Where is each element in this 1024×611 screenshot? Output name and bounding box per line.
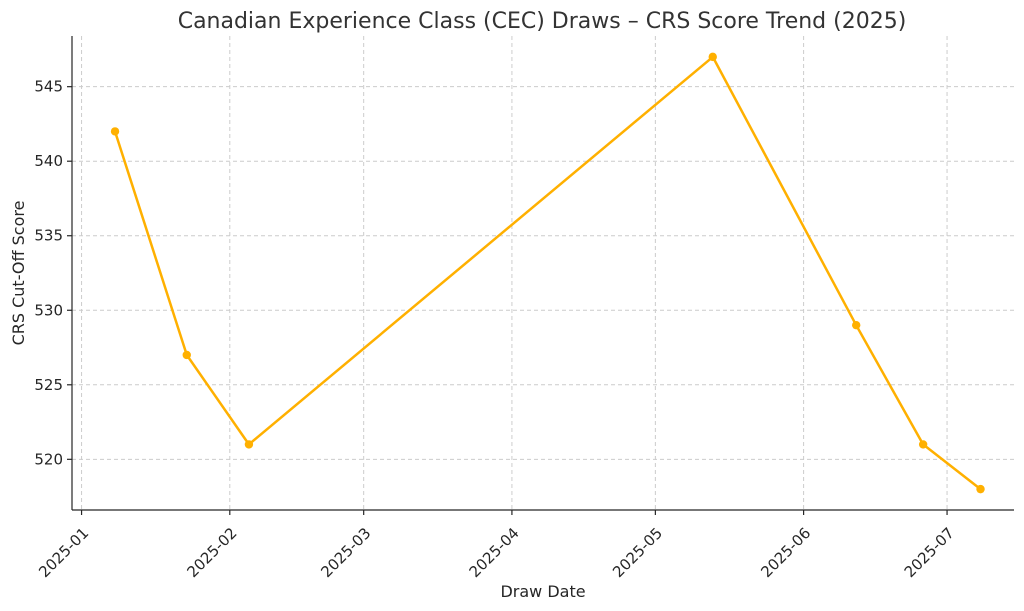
y-tick-label: 540 [34, 152, 63, 170]
x-tick-label: 2025-01 [35, 524, 92, 581]
data-point [708, 52, 717, 62]
data-point [182, 350, 191, 360]
x-tick-label: 2025-05 [609, 524, 666, 581]
axes [71, 36, 1014, 511]
x-tick-group: 2025-01 2025-02 2025-03 2025-04 2025-05 2025-… [35, 510, 958, 581]
x-tick-label: 2025-07 [901, 524, 958, 581]
x-tick-label: 2025-03 [317, 524, 374, 581]
x-tick-label: 2025-04 [466, 524, 523, 581]
grid [72, 36, 1014, 510]
x-axis-label: Draw Date [500, 582, 585, 601]
chart-title: Canadian Experience Class (CEC) Draws – … [178, 9, 907, 34]
data-point [110, 127, 120, 136]
x-tick-label: 2025-06 [757, 524, 814, 581]
y-tick-label: 530 [34, 301, 63, 319]
y-tick-group: 520 525 530 535 540 545 [34, 78, 72, 468]
y-tick-label: 545 [34, 78, 63, 96]
series-line [113, 55, 982, 491]
y-tick-label: 535 [34, 227, 63, 245]
y-tick-label: 525 [34, 376, 63, 394]
data-point [976, 484, 985, 494]
data-point [244, 440, 254, 449]
y-axis-label: CRS Cut-Off Score [9, 201, 28, 346]
data-point [852, 320, 861, 330]
series-group [110, 52, 985, 494]
x-tick-label: 2025-02 [183, 524, 240, 581]
data-point [918, 440, 928, 449]
y-tick-label: 520 [34, 450, 63, 468]
